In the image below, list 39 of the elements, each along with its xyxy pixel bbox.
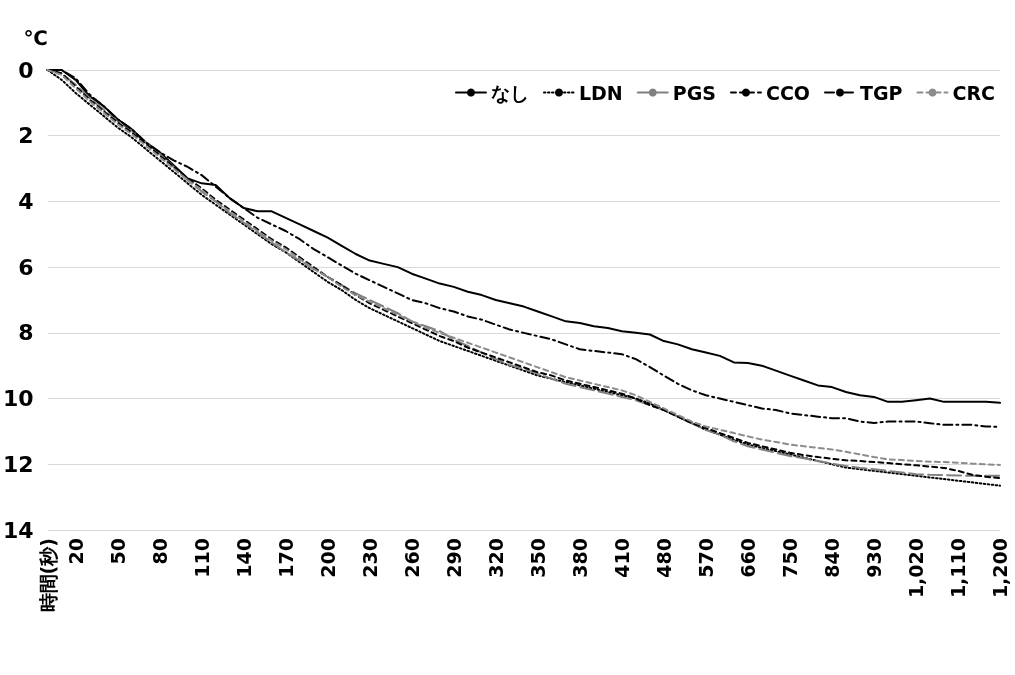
x-tick-label: 200 <box>316 538 339 578</box>
y-tick-label: 4 <box>18 188 34 214</box>
x-tick-label: 290 <box>442 538 465 578</box>
y-tick-label: 10 <box>2 386 34 412</box>
y-tick-label: 8 <box>18 320 34 346</box>
x-tick-label: 930 <box>862 538 885 578</box>
y-tick-label: 12 <box>2 451 34 477</box>
x-tick-label: 1,200 <box>989 538 1011 599</box>
legend-label: PGS <box>672 81 716 104</box>
legend-label: LDN <box>578 81 623 104</box>
legend-label: CCO <box>765 81 811 104</box>
y-tick-label: 0 <box>18 57 34 83</box>
x-tick-label: 410 <box>610 538 633 578</box>
x-tick-label: 1,020 <box>904 538 927 599</box>
x-tick-label: 840 <box>820 538 843 578</box>
y-axis-title: ℃ <box>23 26 48 50</box>
x-tick-label: 80 <box>148 538 171 565</box>
x-tick-label: 750 <box>778 538 801 578</box>
legend-label: なし <box>490 81 529 104</box>
x-tick-label: 570 <box>694 538 717 578</box>
legend-label: CRC <box>952 81 996 104</box>
x-tick-label: 660 <box>736 538 759 578</box>
y-tick-label: 2 <box>18 123 34 149</box>
x-tick-label: 110 <box>190 538 213 578</box>
x-tick-label: 20 <box>64 538 87 565</box>
x-tick-label: 350 <box>526 538 549 578</box>
x-tick-label: 1,110 <box>946 538 969 599</box>
x-tick-label: 140 <box>232 538 255 578</box>
x-tick-label: 480 <box>652 538 675 578</box>
x-tick-label: 380 <box>568 538 591 578</box>
x-tick-label: 230 <box>358 538 381 578</box>
x-tick-label: 50 <box>106 538 129 565</box>
legend-label: TGP <box>860 81 903 104</box>
x-tick-label: 時間(秒) <box>36 538 59 613</box>
y-tick-label: 14 <box>2 517 34 543</box>
y-tick-label: 6 <box>18 254 34 280</box>
x-tick-label: 320 <box>484 538 507 578</box>
x-tick-label: 260 <box>400 538 423 578</box>
x-tick-label: 170 <box>274 538 297 578</box>
